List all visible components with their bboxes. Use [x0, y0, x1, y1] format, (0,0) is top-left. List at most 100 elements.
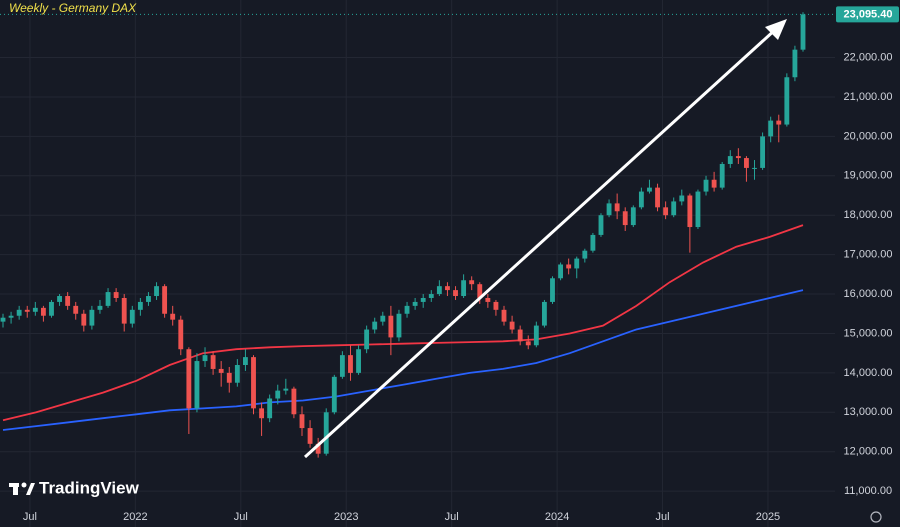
- candle-body: [630, 207, 636, 226]
- candle-body: [65, 296, 71, 306]
- candle-body: [194, 361, 200, 409]
- candle-body: [663, 207, 669, 216]
- candle-body: [348, 355, 353, 373]
- candle-body: [315, 443, 321, 454]
- candle-body: [445, 286, 450, 291]
- candle-body: [655, 187, 660, 208]
- candle-body: [509, 321, 515, 330]
- candle-body: [784, 77, 790, 125]
- candle-body: [275, 390, 281, 399]
- candle-body: [687, 195, 693, 228]
- candle-body: [283, 388, 289, 391]
- candle-body: [776, 120, 782, 125]
- logo-icon: [21, 482, 27, 488]
- candle-body: [299, 414, 305, 429]
- candle-body: [517, 329, 523, 342]
- candle-body: [558, 264, 563, 279]
- candle-body: [105, 292, 111, 306]
- candle-body: [234, 364, 240, 383]
- x-tick-label: Jul: [655, 511, 669, 523]
- x-tick-label: Jul: [23, 511, 37, 523]
- candle-body: [49, 301, 54, 316]
- candle-body: [380, 315, 386, 322]
- candle-body: [16, 309, 22, 316]
- moving-average-line: [2, 224, 804, 422]
- candle-body: [614, 203, 620, 212]
- marks: [0, 12, 806, 458]
- brand-logo: TradingView: [9, 478, 140, 497]
- last-price-label: 23,095.40: [844, 8, 893, 20]
- candle-body: [40, 307, 46, 316]
- candle-body: [477, 284, 483, 298]
- candle-body: [24, 309, 30, 312]
- candle-body: [574, 258, 580, 269]
- y-tick-label: 15,000.00: [844, 327, 893, 339]
- candle-body: [647, 187, 652, 192]
- candle-body: [0, 317, 6, 322]
- chart-title: Weekly - Germany DAX: [9, 1, 137, 15]
- y-tick-label: 19,000.00: [844, 170, 893, 182]
- candle-body: [162, 286, 168, 314]
- y-tick-label: 20,000.00: [844, 130, 893, 142]
- candle-body: [404, 305, 410, 314]
- y-tick-label: 22,000.00: [844, 51, 893, 63]
- candle-body: [121, 297, 127, 324]
- candle-body: [792, 49, 798, 78]
- candle-body: [178, 319, 184, 350]
- candle-body: [590, 234, 596, 251]
- x-tick-label: 2024: [545, 511, 569, 523]
- candle-body: [533, 325, 539, 346]
- candle-body: [396, 313, 402, 338]
- candle-body: [137, 301, 143, 310]
- grid: [0, 0, 835, 527]
- x-tick-label: 2023: [334, 511, 358, 523]
- candle-body: [485, 297, 491, 302]
- y-tick-label: 17,000.00: [844, 249, 893, 261]
- candle-body: [671, 201, 677, 216]
- candle-body: [202, 355, 208, 362]
- settings-icon[interactable]: [870, 511, 882, 523]
- y-tick-label: 18,000.00: [844, 209, 893, 221]
- candle-body: [501, 309, 507, 322]
- candle-body: [356, 349, 361, 373]
- candle-body: [420, 297, 426, 302]
- x-tick-label: Jul: [445, 511, 459, 523]
- candle-body: [566, 264, 572, 269]
- candle-body: [461, 280, 467, 297]
- candle-body: [218, 368, 224, 373]
- y-tick-label: 12,000.00: [844, 446, 893, 458]
- candle-body: [606, 203, 612, 216]
- candle-body: [186, 349, 192, 409]
- candle-body: [525, 341, 531, 346]
- candle-body: [582, 250, 588, 259]
- y-tick-label: 21,000.00: [844, 91, 893, 103]
- candle-body: [89, 309, 95, 326]
- arrow-head: [765, 19, 787, 40]
- candle-body: [364, 329, 370, 350]
- candle-body: [307, 428, 313, 444]
- candle-body: [81, 313, 87, 326]
- candle-body: [638, 191, 644, 208]
- candle-body: [57, 296, 62, 302]
- y-tick-label: 13,000.00: [844, 406, 893, 418]
- candle-body: [622, 211, 628, 226]
- trend-arrow: [303, 27, 778, 459]
- y-tick-label: 16,000.00: [844, 288, 893, 300]
- y-tick-label: 11,000.00: [844, 485, 892, 497]
- candle-body: [800, 14, 806, 50]
- x-tick-label: 2022: [123, 511, 147, 523]
- candle-body: [267, 398, 273, 419]
- candle-body: [129, 309, 135, 324]
- last-price-tag: [836, 6, 899, 23]
- logo-icon: [26, 483, 35, 495]
- candle-body: [32, 307, 38, 312]
- logo-icon: [13, 483, 18, 495]
- candle-body: [146, 296, 151, 302]
- candle-body: [735, 156, 741, 159]
- moving-average-line: [2, 289, 804, 431]
- candle-body: [711, 179, 717, 188]
- candle-body: [251, 357, 256, 409]
- candle-body: [453, 290, 458, 297]
